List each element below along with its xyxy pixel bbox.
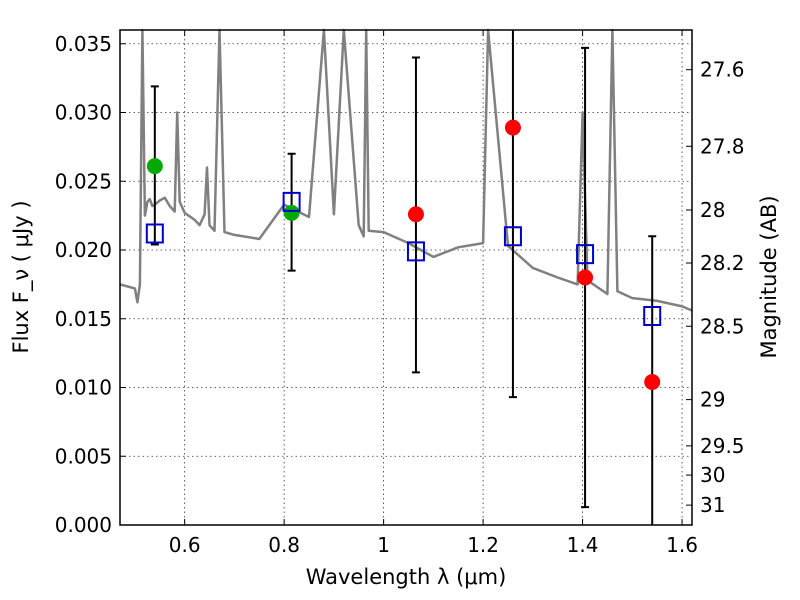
mag-tick-label: 31 [700,493,725,517]
spectrum-layer [119,28,693,312]
model-square [145,223,164,244]
model-square [406,241,425,262]
y-axis-label: Flux F_ν ( μJy ) [9,200,34,353]
mag-tick-label: 28.2 [700,251,745,275]
y-tick-label: 0.025 [55,169,112,193]
plot-frame [119,29,693,526]
points-layer [145,30,662,525]
data-point [577,269,594,286]
y-tick-label: 0.015 [55,307,112,331]
x-tick-label: 1.2 [467,533,499,557]
ticks-layer: 0.6 0.8 1 1.2 1.4 1.6 0.000 0.005 0.010 0.015 0.02… [55,30,745,557]
model-square [282,191,301,212]
mag-tick-label: 29.5 [700,434,745,458]
model-square [503,226,522,247]
y-tick-label: 0.010 [55,376,112,400]
grid-layer [120,30,692,526]
mag-tick-label: 30 [700,463,725,487]
y-tick-label: 0.030 [55,101,112,125]
x-tick-label: 1 [377,533,390,557]
model-square [643,306,662,326]
x-tick-label: 1.6 [666,533,698,557]
model-square [576,244,595,265]
mag-tick-label: 29 [700,388,725,412]
x-tick-label: 1.4 [567,533,599,557]
y-tick-label: 0.005 [55,444,112,468]
data-point [644,374,661,390]
data-point [504,119,521,136]
y-axis-label-right: Magnitude (AB) [757,195,781,358]
y-tick-label: 0.020 [55,238,112,262]
mag-tick-label: 28 [700,198,725,222]
spectrum-line [119,28,693,312]
y-tick-label: 0.000 [55,513,112,537]
mag-tick-label: 27.8 [700,134,745,158]
mag-tick-label: 28.5 [700,314,745,338]
x-axis-label: Wavelength λ (μm) [306,565,507,589]
data-point [283,204,300,221]
data-point [146,158,163,175]
data-point [407,206,424,223]
y-tick-label: 0.035 [55,32,112,56]
x-tick-label: 0.8 [268,533,300,557]
x-tick-label: 0.6 [169,533,201,557]
mag-tick-label: 27.6 [700,58,745,82]
